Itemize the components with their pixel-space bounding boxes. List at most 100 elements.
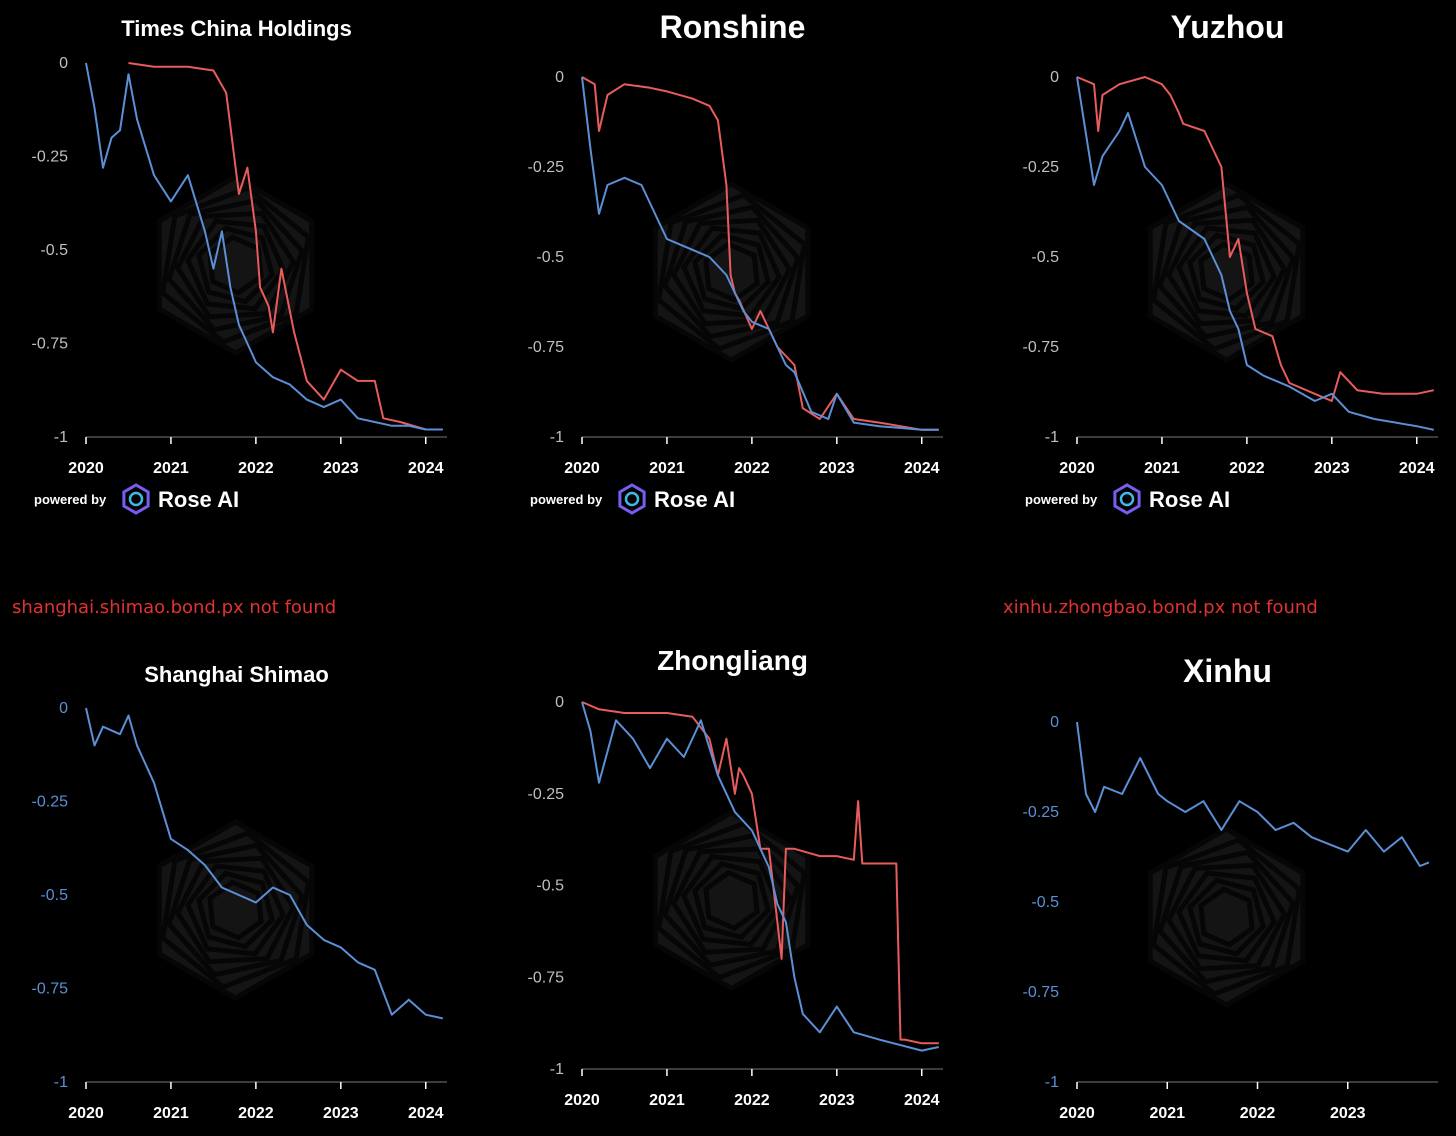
y-tick-label: -0.75 xyxy=(32,336,69,353)
y-tick-label: -0.75 xyxy=(1023,339,1060,356)
x-tick-label: 2020 xyxy=(68,460,104,477)
blue-series-line xyxy=(1076,721,1430,867)
chart-panel: Ronshine 0 -0.25 -0.5 -0.75 -1 2020 2021 2022 202… xyxy=(496,0,956,530)
chart-panel: Xinhu 0 -0.25 -0.5 -0.75 -1 2020 2021 2022 2023 xyxy=(991,645,1456,1131)
x-tick-label: 2022 xyxy=(734,460,770,477)
y-tick-label: -0.5 xyxy=(40,887,68,904)
x-tick-label: 2022 xyxy=(238,1105,274,1122)
y-tick-label: -0.5 xyxy=(1031,894,1059,911)
y-tick-label: 0 xyxy=(1050,69,1059,86)
x-tick-label: 2021 xyxy=(153,460,189,477)
error-message-xinhu: xinhu.zhongbao.bond.px not found xyxy=(1003,597,1318,618)
x-tick-label: 2024 xyxy=(408,1105,444,1122)
powered-by-label: powered by xyxy=(1025,492,1098,507)
rose-ai-watermark-icon xyxy=(156,174,315,356)
x-tick-label: 2022 xyxy=(1229,460,1265,477)
y-tick-label: -1 xyxy=(54,429,68,446)
chart-title: Xinhu xyxy=(1183,653,1272,689)
x-tick-label: 2020 xyxy=(68,1105,104,1122)
y-tick-label: -0.5 xyxy=(40,242,68,259)
chart-title: Shanghai Shimao xyxy=(144,662,329,687)
blue-series-line xyxy=(1076,76,1435,431)
red-series-line xyxy=(128,62,443,431)
x-tick-label: 2023 xyxy=(819,460,855,477)
chart-title: Zhongliang xyxy=(657,645,808,676)
y-tick-label: 0 xyxy=(59,700,68,717)
x-tick-label: 2020 xyxy=(1059,1105,1095,1122)
rose-ai-watermark-icon xyxy=(1147,826,1306,1008)
blue-series-line xyxy=(85,707,444,1020)
powered-by-branding[interactable]: powered by Rose AI xyxy=(1025,483,1230,515)
x-tick-label: 2024 xyxy=(904,1092,940,1109)
blue-series-line xyxy=(581,701,940,1052)
chart-panel: Shanghai Shimao 0 -0.25 -0.5 -0.75 -1 2020 2021… xyxy=(0,645,460,1131)
y-tick-label: 0 xyxy=(59,55,68,72)
y-tick-label: -0.25 xyxy=(1023,159,1060,176)
y-tick-label: -1 xyxy=(54,1074,68,1091)
y-tick-label: -0.75 xyxy=(528,969,565,986)
x-tick-label: 2021 xyxy=(1144,460,1180,477)
rose-ai-logo-icon xyxy=(122,483,150,515)
x-tick-label: 2020 xyxy=(1059,460,1095,477)
chart-panel: Zhongliang 0 -0.25 -0.5 -0.75 -1 2020 2021 2022 2… xyxy=(496,645,956,1131)
y-tick-label: -1 xyxy=(550,1061,564,1078)
x-tick-label: 2023 xyxy=(323,460,359,477)
chart-svg: Times China Holdings0-0.25-0.5-0.75-1202… xyxy=(32,16,447,515)
chart-title: Ronshine xyxy=(660,9,806,45)
y-tick-label: -0.25 xyxy=(1023,804,1060,821)
x-tick-label: 2022 xyxy=(238,460,274,477)
x-tick-label: 2023 xyxy=(819,1092,855,1109)
y-tick-label: -0.25 xyxy=(528,159,565,176)
y-tick-label: 0 xyxy=(555,694,564,711)
y-tick-label: -0.75 xyxy=(1023,984,1060,1001)
x-tick-label: 2024 xyxy=(408,460,444,477)
y-tick-label: 0 xyxy=(1050,714,1059,731)
y-tick-label: -0.75 xyxy=(528,339,565,356)
chart-title: Yuzhou xyxy=(1171,9,1285,45)
x-tick-label: 2023 xyxy=(1314,460,1350,477)
rose-ai-logo-icon xyxy=(1113,483,1141,515)
x-tick-label: 2021 xyxy=(649,1092,685,1109)
powered-by-label: powered by xyxy=(530,492,603,507)
rose-ai-logo-icon xyxy=(618,483,646,515)
chart-title: Times China Holdings xyxy=(121,16,352,41)
powered-by-branding[interactable]: powered by Rose AI xyxy=(34,483,239,515)
y-tick-label: -0.5 xyxy=(536,878,564,895)
y-tick-label: -0.75 xyxy=(32,981,69,998)
y-tick-label: -0.5 xyxy=(536,249,564,266)
y-tick-label: -1 xyxy=(1045,1074,1059,1091)
blue-series-line xyxy=(581,76,939,431)
error-message-shimao: shanghai.shimao.bond.px not found xyxy=(12,597,337,618)
x-tick-label: 2022 xyxy=(1240,1105,1276,1122)
x-tick-label: 2024 xyxy=(904,460,940,477)
powered-by-branding[interactable]: powered by Rose AI xyxy=(530,483,735,515)
rose-ai-watermark-icon xyxy=(156,819,315,1001)
x-tick-label: 2024 xyxy=(1399,460,1435,477)
x-tick-label: 2020 xyxy=(564,460,600,477)
x-tick-label: 2020 xyxy=(564,1092,600,1109)
x-tick-label: 2023 xyxy=(323,1105,359,1122)
chart-panel: Yuzhou 0 -0.25 -0.5 -0.75 -1 2020 2021 2022 2023 2… xyxy=(991,0,1456,530)
red-series-line xyxy=(1076,76,1435,402)
y-tick-label: -0.25 xyxy=(32,794,69,811)
brand-name: Rose AI xyxy=(158,487,239,512)
x-tick-label: 2022 xyxy=(734,1092,770,1109)
y-tick-label: 0 xyxy=(555,69,564,86)
y-tick-label: -0.25 xyxy=(528,786,565,803)
x-tick-label: 2021 xyxy=(153,1105,189,1122)
y-tick-label: -0.5 xyxy=(1031,249,1059,266)
brand-name: Rose AI xyxy=(654,487,735,512)
x-tick-label: 2021 xyxy=(649,460,685,477)
y-tick-label: -1 xyxy=(1045,429,1059,446)
x-tick-label: 2021 xyxy=(1149,1105,1185,1122)
y-tick-label: -0.25 xyxy=(32,149,69,166)
powered-by-label: powered by xyxy=(34,492,107,507)
chart-panel: Times China Holdings 0 -0.25 -0.5 -0.75 -1 202… xyxy=(0,0,460,530)
rose-ai-watermark-icon xyxy=(652,181,811,363)
y-tick-label: -1 xyxy=(550,429,564,446)
